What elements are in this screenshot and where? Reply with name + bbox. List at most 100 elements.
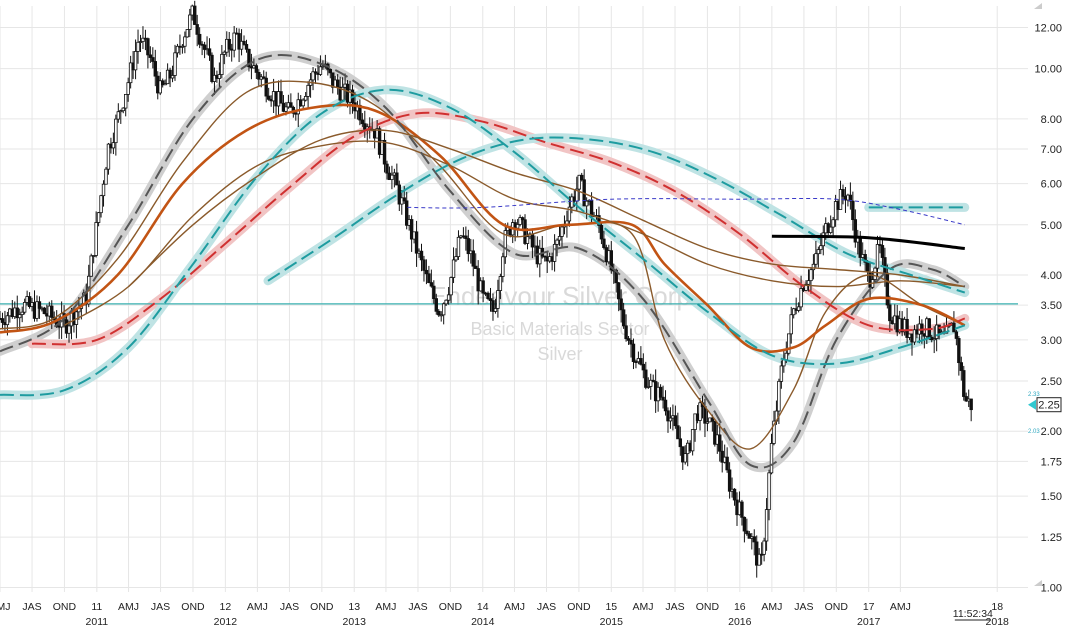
last-price-high: 2.33 xyxy=(1028,392,1040,398)
scroll-down-icon[interactable] xyxy=(1034,580,1042,586)
watermark-sector: Basic Materials Sector xyxy=(470,319,649,339)
x-tick-label: JAS xyxy=(794,601,813,613)
x-tick-label: 14 xyxy=(477,601,489,613)
y-axis: 12.00 10.00 8.00 7.00 6.00 5.00 4.00 3.50 3.00 2.… xyxy=(1034,22,1062,594)
price-candle xyxy=(589,200,594,217)
price-candle xyxy=(742,516,747,532)
price-candle xyxy=(759,553,764,556)
x-tick-label: 13 xyxy=(348,601,360,613)
price-candle xyxy=(96,212,101,223)
price-candle xyxy=(673,415,678,427)
price-candle xyxy=(957,338,961,364)
y-tick-label: 4.00 xyxy=(1041,270,1062,282)
price-candle xyxy=(740,501,744,518)
price-candle xyxy=(385,163,389,174)
watermark-industry: Silver xyxy=(537,344,582,364)
price-candle xyxy=(244,44,249,50)
price-candle xyxy=(819,245,823,251)
price-candle xyxy=(952,322,956,333)
scroll-up-icon[interactable] xyxy=(1034,3,1042,9)
price-candle xyxy=(560,226,564,237)
price-candle xyxy=(814,253,818,265)
x-tick-label: JAS xyxy=(665,601,684,613)
price-candle xyxy=(609,250,613,271)
x-tick-label: 15 xyxy=(605,601,617,613)
x-tick-label: JAS xyxy=(151,601,170,613)
price-candle xyxy=(254,65,259,73)
price-candle xyxy=(619,298,623,311)
price-candle xyxy=(888,304,892,322)
price-candle xyxy=(757,553,761,566)
price-candle xyxy=(828,226,833,234)
price-candle xyxy=(289,102,293,108)
price-candle xyxy=(498,276,503,291)
price-candle xyxy=(476,268,480,292)
price-candle xyxy=(185,29,190,38)
price-candle xyxy=(641,363,646,371)
price-candle xyxy=(434,298,438,312)
price-candle xyxy=(50,305,54,318)
last-price-arrow xyxy=(1028,399,1036,410)
price-candle xyxy=(703,406,707,424)
last-price-box xyxy=(1036,397,1062,413)
x-tick-label: JAS xyxy=(22,601,41,613)
price-candle xyxy=(101,183,106,197)
ma-line xyxy=(0,103,966,353)
price-candle xyxy=(106,143,111,170)
year-label: 2016 xyxy=(728,616,752,628)
year-label: 2018 xyxy=(986,616,1010,628)
price-candle xyxy=(328,68,332,74)
price-candle xyxy=(414,231,419,254)
price-candle xyxy=(683,453,687,463)
x-tick-label: OND xyxy=(825,601,849,613)
price-candle xyxy=(318,66,323,75)
x-tick-label: OND xyxy=(439,601,463,613)
price-candle xyxy=(496,290,500,309)
x-tick-label: AMJ xyxy=(761,601,782,613)
price-candle xyxy=(851,200,855,221)
price-candle xyxy=(121,107,125,112)
x-tick-label: AMJ xyxy=(632,601,653,613)
price-candle xyxy=(668,417,673,422)
price-candle xyxy=(116,111,121,120)
price-candle xyxy=(501,256,505,277)
price-candle xyxy=(262,76,266,79)
price-candle xyxy=(20,311,24,315)
price-candle xyxy=(954,331,959,339)
ma-line xyxy=(0,88,966,397)
price-candle xyxy=(382,139,387,165)
price-candle xyxy=(306,84,310,97)
price-candle xyxy=(878,244,882,246)
price-candle xyxy=(789,314,793,335)
price-candle xyxy=(678,438,683,448)
price-candle xyxy=(89,255,93,277)
price-candle xyxy=(454,256,458,261)
price-candle xyxy=(821,232,825,247)
x-tick-label: AMJ xyxy=(0,601,11,613)
y-tick-label: 12.00 xyxy=(1034,22,1062,34)
price-candle xyxy=(395,172,399,186)
x-tick-label: OND xyxy=(696,601,720,613)
price-candle xyxy=(104,168,108,185)
ma-line xyxy=(0,54,966,469)
price-candle xyxy=(481,280,485,294)
price-candle xyxy=(779,365,784,382)
year-label: 2014 xyxy=(471,616,495,628)
price-candle xyxy=(932,338,936,341)
price-candle xyxy=(784,352,789,361)
price-candle xyxy=(257,72,261,80)
price-candle xyxy=(555,239,559,245)
price-candle xyxy=(464,235,468,239)
price-candle xyxy=(626,338,631,341)
price-candle xyxy=(170,75,175,79)
price-candle xyxy=(207,48,212,56)
ma-line xyxy=(64,140,965,326)
price-candle xyxy=(806,280,811,285)
price-candle xyxy=(698,402,702,421)
price-candle xyxy=(597,215,601,226)
price-candle xyxy=(777,380,781,412)
ma-line xyxy=(407,197,965,226)
price-candle xyxy=(99,195,103,214)
x-tick-label: 11 xyxy=(91,601,102,613)
